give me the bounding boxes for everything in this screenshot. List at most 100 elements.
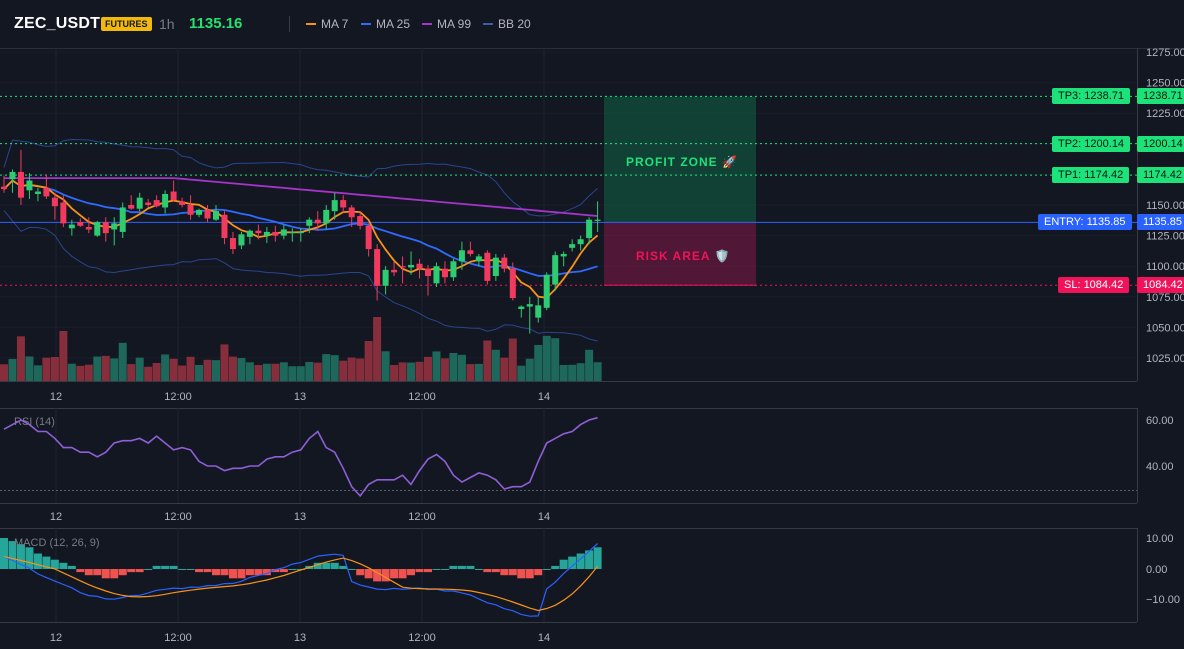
macd-hist-bar — [178, 569, 187, 570]
macd-hist-bar — [364, 569, 373, 579]
volume-bar — [178, 365, 187, 381]
volume-bar — [101, 355, 110, 381]
candle-body — [306, 219, 313, 226]
volume-bar — [347, 357, 356, 381]
volume-bar — [228, 356, 237, 381]
macd-hist-bar — [237, 569, 246, 579]
time-tick-label: 12 — [50, 391, 62, 403]
time-tick-label: 12 — [50, 511, 62, 523]
volume-bar — [440, 358, 449, 381]
candle-body — [518, 306, 525, 310]
time-tick-label: 13 — [294, 632, 306, 644]
macd-hist-bar — [373, 569, 382, 582]
macd-hist-bar — [525, 569, 534, 579]
price-tick-label: 1100.00 — [1146, 261, 1184, 273]
volume-bar — [220, 344, 229, 381]
macd-time-axis: 12 12:00 13 12:00 14 — [50, 632, 550, 644]
volume-bar — [415, 361, 424, 381]
rsi-title: RSI (14) — [14, 416, 55, 428]
candle-body — [289, 231, 296, 234]
volume-bar — [551, 338, 560, 381]
volume-bar — [161, 354, 170, 381]
price-tick-label: 1275.00 — [1146, 47, 1184, 59]
candle-body — [348, 207, 355, 218]
macd-hist-bar — [576, 553, 585, 569]
volume-bar — [568, 364, 577, 381]
macd-hist-bar — [415, 569, 424, 573]
grid-lines — [0, 48, 1137, 622]
ma99-line — [4, 177, 598, 217]
volume-bar — [8, 358, 17, 381]
macd-hist-bar — [262, 569, 271, 576]
price-tick-label: 1050.00 — [1146, 322, 1184, 334]
candle-body — [238, 234, 245, 246]
macd-hist-bar — [8, 541, 17, 569]
candle-body — [374, 249, 381, 286]
symbol-title[interactable]: ZEC_USDT — [14, 15, 101, 32]
volume-bar — [390, 365, 399, 381]
candle-body — [560, 253, 567, 257]
candle-body — [458, 250, 465, 262]
volume-bar — [305, 361, 314, 381]
volume-bar — [364, 341, 373, 381]
candle-body — [391, 269, 398, 273]
last-price: 1135.16 — [189, 15, 243, 32]
legend-ma7[interactable]: MA 7 — [306, 17, 348, 31]
volume-bar — [449, 353, 458, 381]
candle-body — [425, 268, 431, 276]
volume-bar — [593, 362, 602, 381]
macd-hist-bar — [398, 569, 407, 579]
volume-bar — [144, 366, 153, 381]
candle-body — [170, 191, 177, 201]
bollinger-bands — [3, 138, 598, 342]
timeframe-button[interactable]: 1h — [159, 16, 175, 32]
candle-body — [441, 268, 448, 278]
macd-hist-bar — [534, 569, 543, 576]
legend-ma25[interactable]: MA 25 — [361, 17, 410, 31]
macd-hist-bar — [169, 565, 178, 569]
volume-bar — [93, 356, 102, 381]
candle-body — [204, 209, 211, 219]
volume-bar — [483, 340, 492, 381]
risk-area-label: RISK AREA 🛡️ — [636, 249, 730, 263]
time-tick-label: 14 — [538, 632, 550, 644]
legend-ma99[interactable]: MA 99 — [422, 17, 471, 31]
macd-hist-bar — [381, 569, 390, 582]
tp1-axis-tag: 1174.42 — [1137, 167, 1184, 184]
candle-body — [323, 209, 330, 224]
volume-bar — [169, 358, 178, 381]
candle-body — [467, 250, 474, 254]
volume-bar — [356, 358, 365, 381]
candle-body — [162, 193, 169, 208]
legend-bb20[interactable]: BB 20 — [483, 17, 531, 31]
candle-body — [102, 222, 109, 234]
macd-hist-bar — [517, 569, 526, 579]
candle-body — [136, 197, 143, 209]
tp2-axis-tag: 1200.14 — [1137, 135, 1184, 152]
volume-bar — [339, 360, 348, 381]
rsi-axis-60: 60.00 — [1146, 415, 1174, 427]
macd-hist-bar — [585, 550, 594, 569]
candle-body — [119, 207, 126, 232]
volume-bar — [127, 364, 136, 381]
candle-body — [340, 200, 347, 208]
time-tick-label: 12:00 — [408, 391, 436, 403]
macd-hist-bar — [50, 559, 59, 569]
candle-body — [552, 255, 559, 285]
bb-upper-line — [3, 138, 598, 217]
volume-bar — [313, 362, 322, 381]
price-tick-label: 1150.00 — [1146, 200, 1184, 212]
bb-lower-line — [3, 210, 598, 342]
macd-line — [3, 543, 599, 617]
volume-bar — [491, 349, 500, 381]
bb20-swatch-icon — [483, 23, 493, 25]
macd-hist-bar — [288, 569, 297, 570]
time-tick-label: 12:00 — [408, 632, 436, 644]
candle-body — [509, 268, 516, 299]
volume-bar — [381, 351, 390, 381]
macd-hist-bar — [313, 562, 322, 569]
macd-hist-bar — [186, 569, 195, 570]
volume-bar — [517, 365, 526, 381]
time-tick-label: 14 — [538, 511, 550, 523]
